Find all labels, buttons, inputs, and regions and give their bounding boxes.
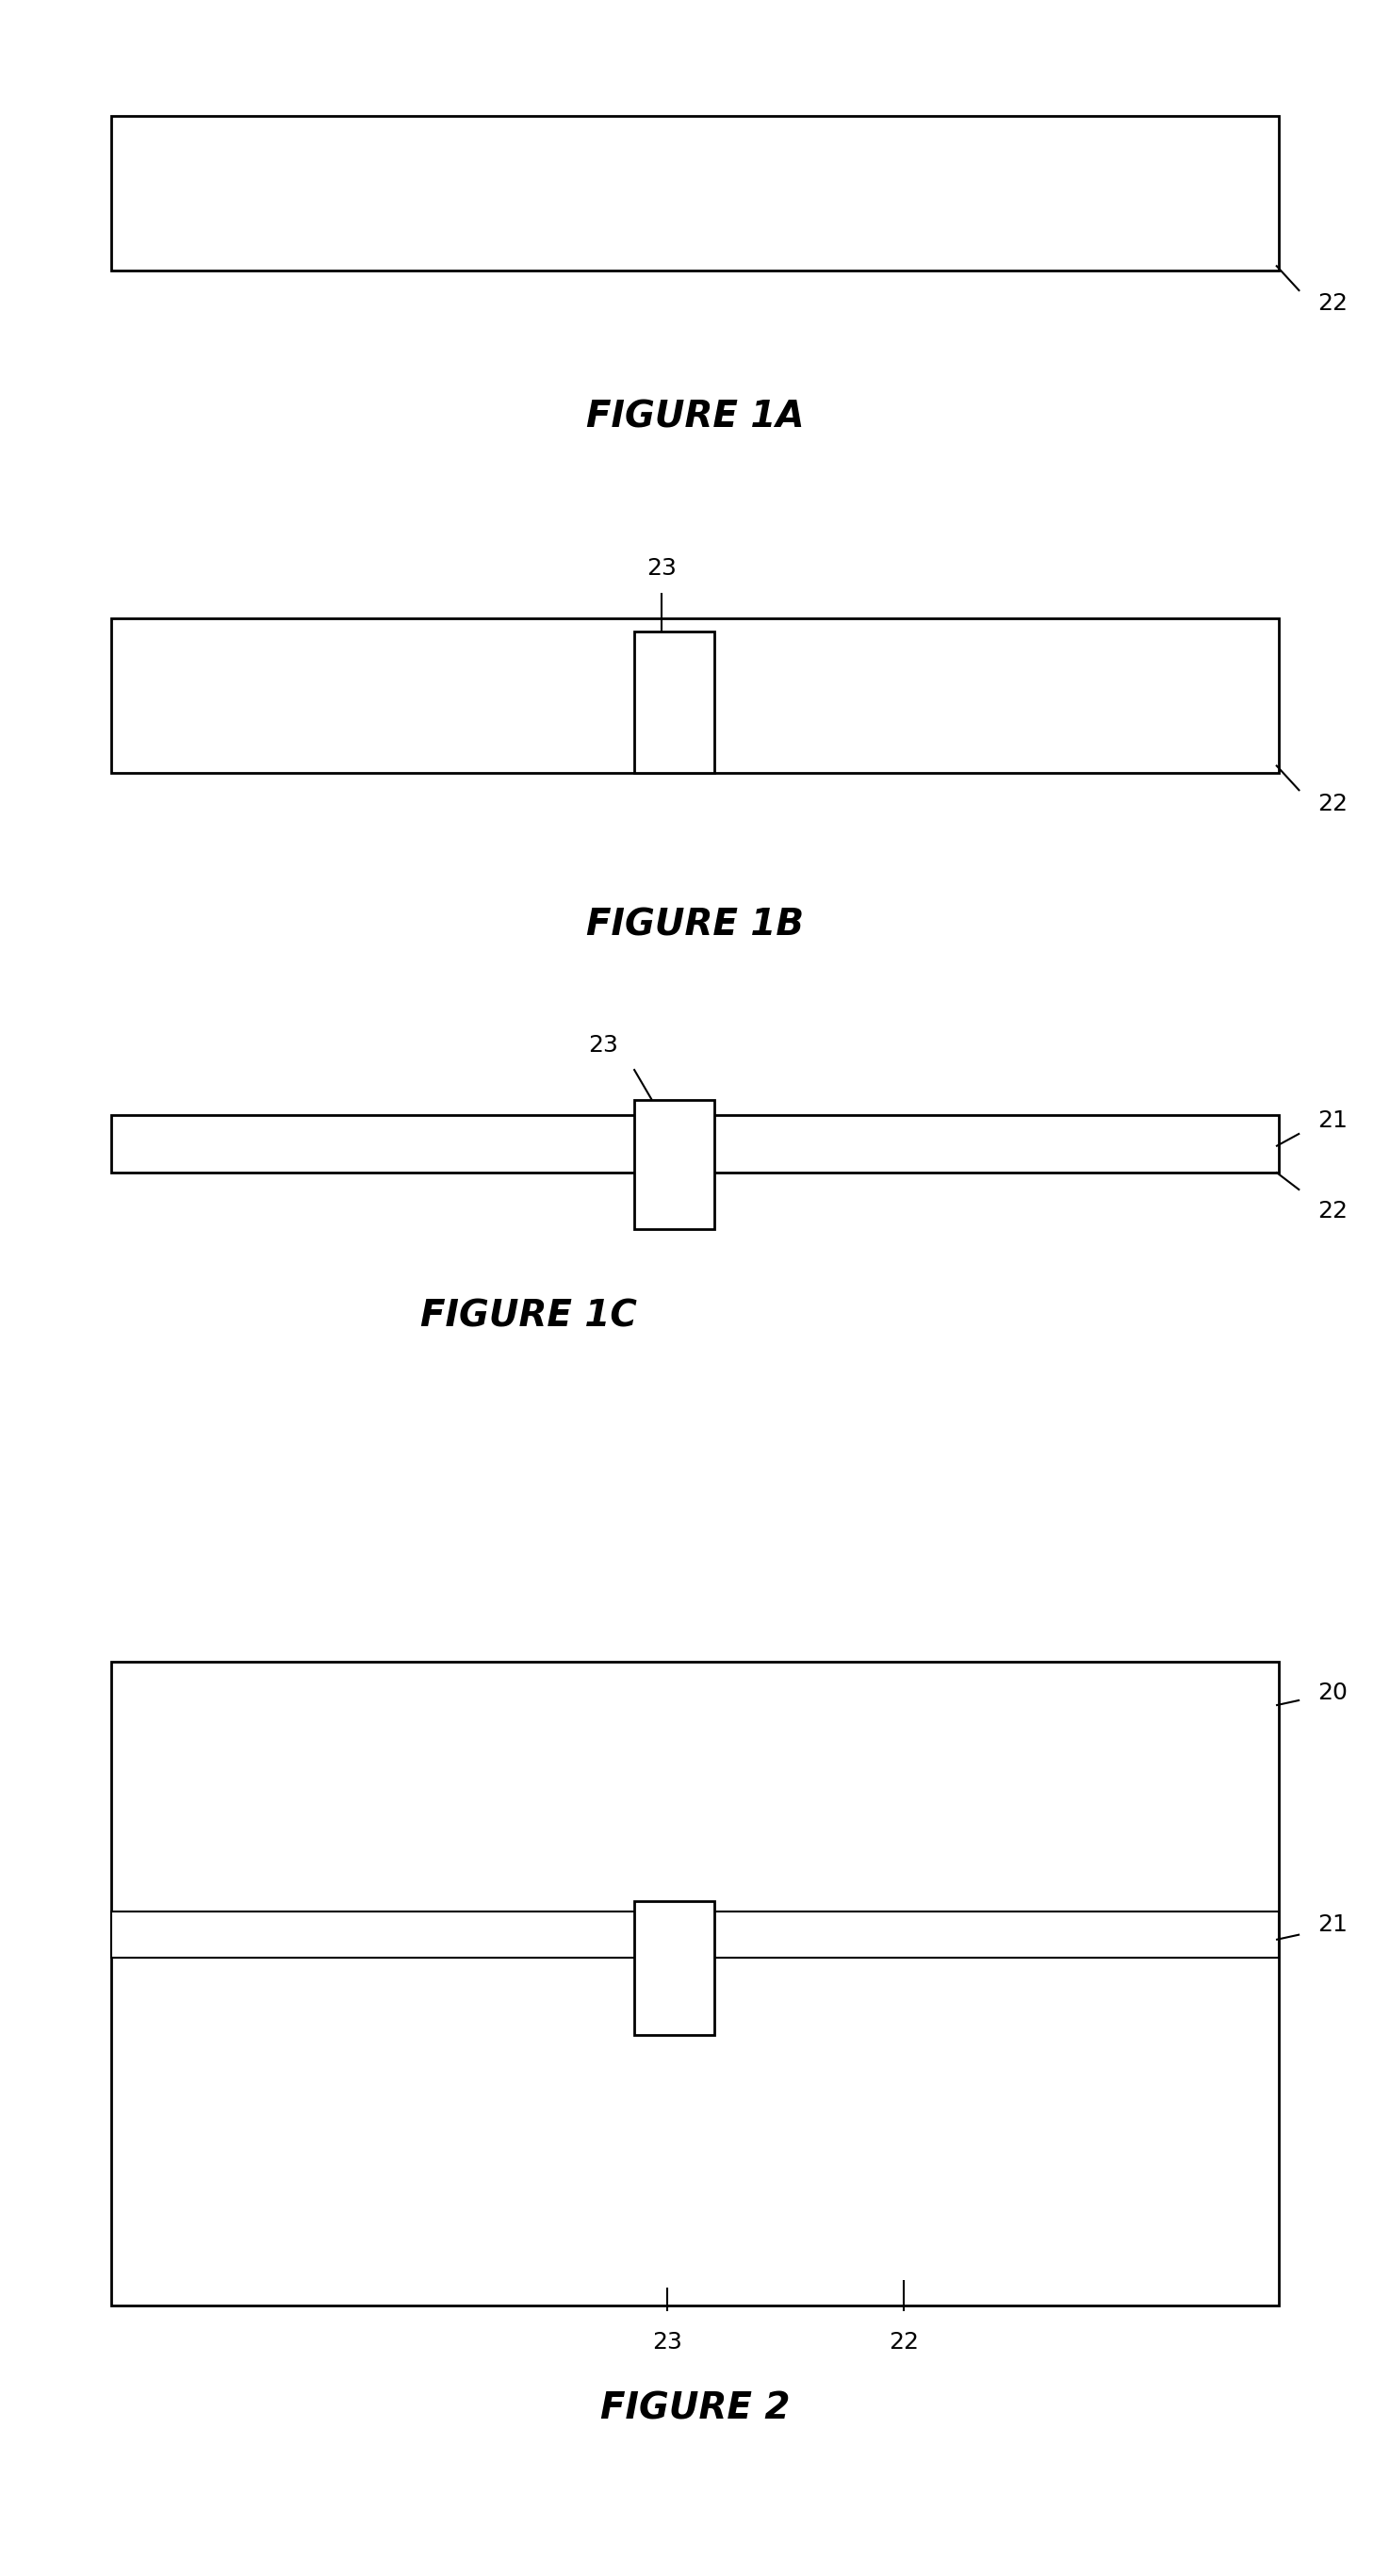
Bar — [111, 1911, 1279, 1958]
Text: 22: 22 — [1318, 793, 1348, 814]
Bar — [634, 1901, 714, 2035]
Text: FIGURE 2: FIGURE 2 — [600, 2391, 790, 2427]
Text: 23: 23 — [588, 1033, 619, 1056]
Text: 20: 20 — [1318, 1682, 1348, 1703]
Text: 22: 22 — [1318, 294, 1348, 314]
Text: FIGURE 1B: FIGURE 1B — [587, 907, 803, 943]
Bar — [111, 1115, 1279, 1172]
Text: 21: 21 — [1318, 1110, 1348, 1131]
Text: 22: 22 — [888, 2331, 919, 2354]
Text: FIGURE 1C: FIGURE 1C — [420, 1298, 637, 1334]
Bar — [634, 631, 714, 773]
Bar — [111, 618, 1279, 773]
Bar — [111, 1662, 1279, 2306]
Text: 21: 21 — [1318, 1914, 1348, 1935]
Text: 22: 22 — [1318, 1200, 1348, 1221]
Text: FIGURE 1A: FIGURE 1A — [587, 399, 803, 435]
Bar — [111, 116, 1279, 270]
Bar — [634, 1100, 714, 1229]
Text: 23: 23 — [646, 556, 677, 580]
Text: 23: 23 — [652, 2331, 682, 2354]
